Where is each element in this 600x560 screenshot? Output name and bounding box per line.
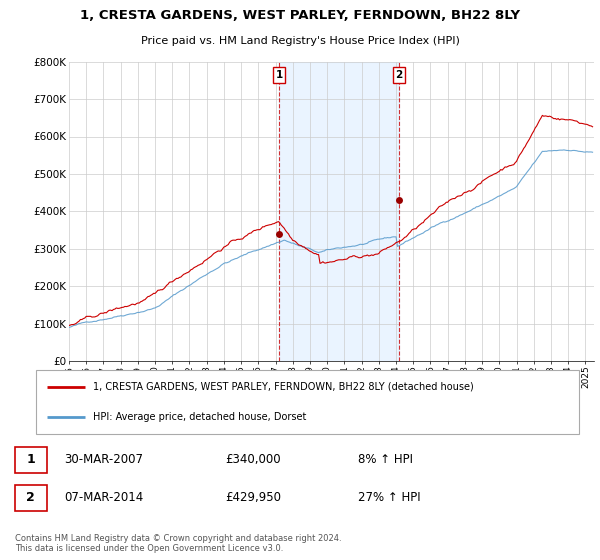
Text: 1: 1 [26,453,35,466]
Text: 1, CRESTA GARDENS, WEST PARLEY, FERNDOWN, BH22 8LY: 1, CRESTA GARDENS, WEST PARLEY, FERNDOWN… [80,9,520,22]
FancyBboxPatch shape [15,485,47,511]
Bar [279,62,399,361]
FancyBboxPatch shape [15,447,47,473]
Text: £340,000: £340,000 [225,453,281,466]
Text: 1: 1 [275,70,283,80]
Text: 1, CRESTA GARDENS, WEST PARLEY, FERNDOWN, BH22 8LY (detached house): 1, CRESTA GARDENS, WEST PARLEY, FERNDOWN… [93,382,474,392]
Text: 2: 2 [395,70,403,80]
Text: 2: 2 [26,492,35,505]
Text: Price paid vs. HM Land Registry's House Price Index (HPI): Price paid vs. HM Land Registry's House … [140,36,460,46]
Text: 30-MAR-2007: 30-MAR-2007 [64,453,143,466]
Text: 8% ↑ HPI: 8% ↑ HPI [358,453,413,466]
Text: Contains HM Land Registry data © Crown copyright and database right 2024.
This d: Contains HM Land Registry data © Crown c… [15,534,341,553]
Text: £429,950: £429,950 [225,492,281,505]
Text: 07-MAR-2014: 07-MAR-2014 [64,492,143,505]
Text: HPI: Average price, detached house, Dorset: HPI: Average price, detached house, Dors… [93,412,307,422]
FancyBboxPatch shape [36,370,579,434]
Text: 27% ↑ HPI: 27% ↑ HPI [358,492,420,505]
